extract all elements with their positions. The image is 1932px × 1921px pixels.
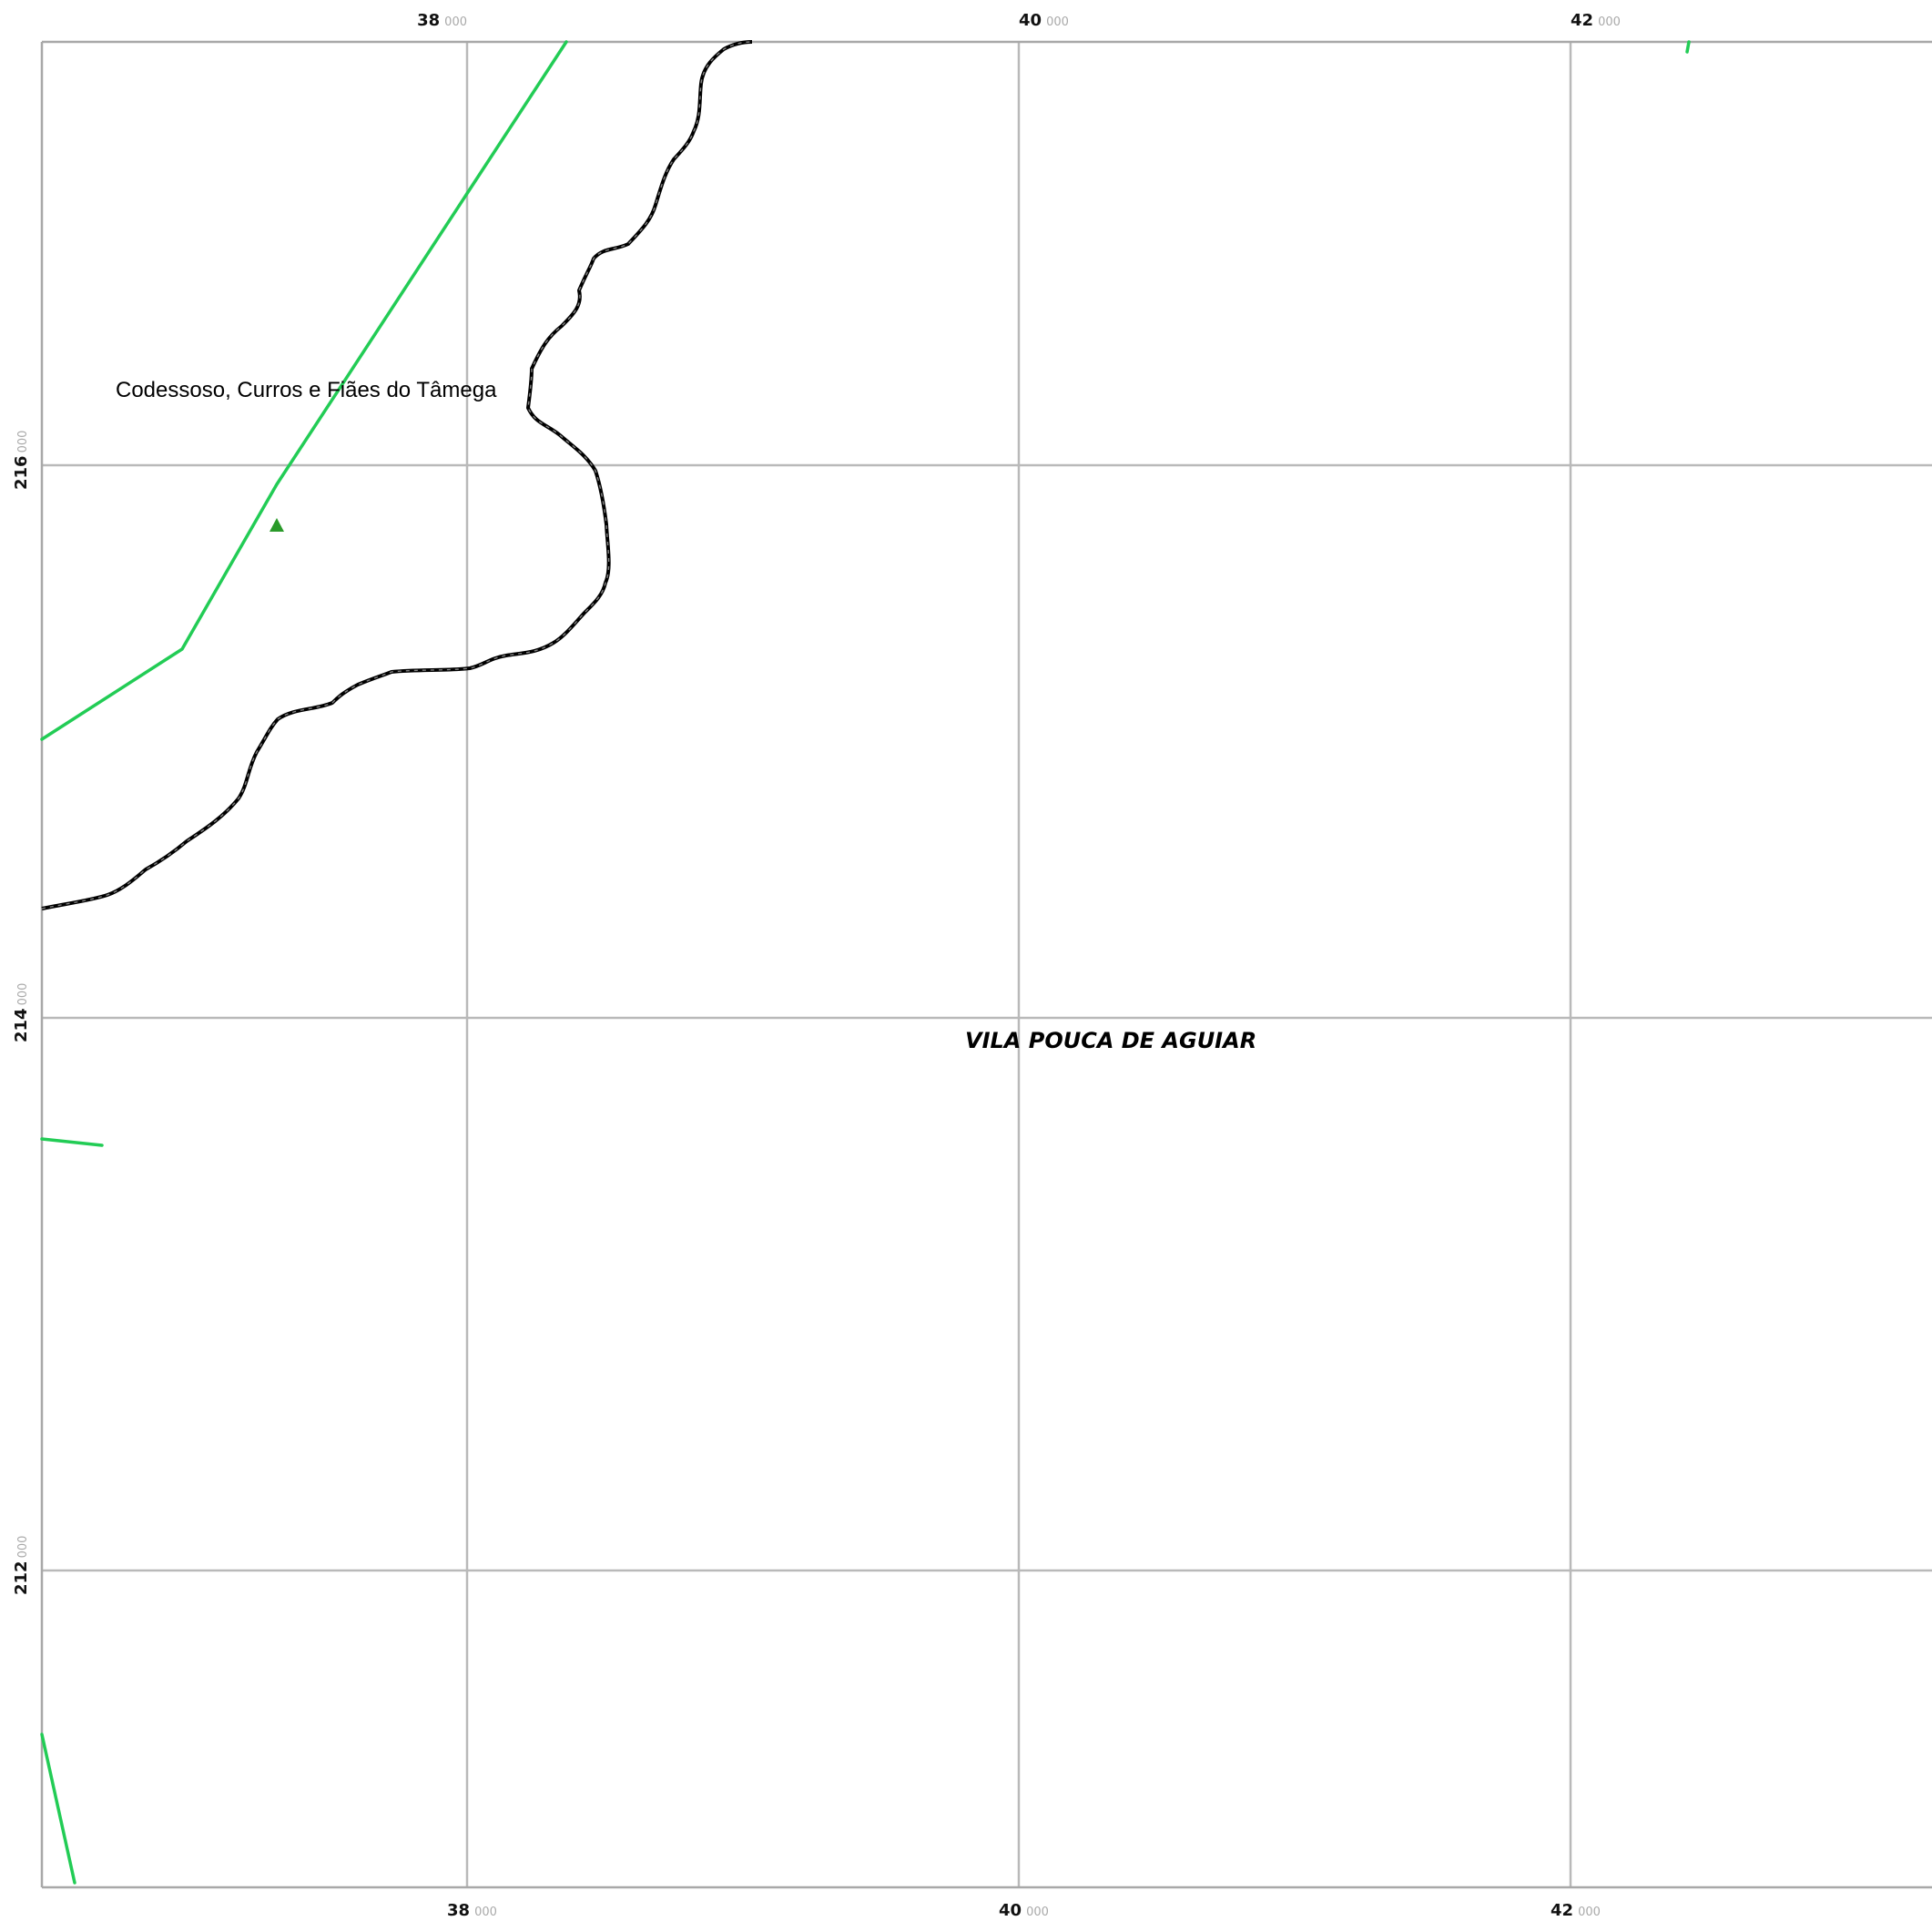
left-tick-label-212000: 212000 [12,1536,31,1595]
triangle-marker-icon[interactable] [269,518,284,532]
map-frame [40,40,1932,1889]
road-line-top-right [1685,40,1691,54]
top-tick-label-42000: 42 000 [1571,11,1621,30]
grid-lines [42,42,1932,1887]
bottom-tick-label-40000: 40 000 [999,1901,1049,1920]
left-tick-labels: 216000 214000 212000 [12,431,31,1595]
left-tick-label-214000: 214000 [12,983,31,1042]
bottom-tick-label-42000: 42 000 [1551,1901,1601,1920]
road-line-bottom-left [40,1733,76,1885]
road-lines [40,40,1691,1885]
left-tick-label-216000: 216000 [12,431,31,490]
top-tick-label-40000: 40 000 [1019,11,1069,30]
bottom-tick-labels: 38 000 40 000 42 000 [447,1901,1601,1920]
parish-label: Codessoso, Curros e Fiães do Tâmega [116,378,497,402]
municipality-label: VILA POUCA DE AGUIAR [965,1028,1256,1053]
bottom-tick-label-38000: 38 000 [447,1901,497,1920]
boundary-line [41,40,753,910]
top-tick-labels: 38 000 40 000 42 000 [417,11,1621,30]
boundary-line-dash [41,41,753,910]
road-line-left-stub [40,1137,104,1147]
road-line-main [40,40,568,741]
top-tick-label-38000: 38 000 [417,11,467,30]
municipal-boundary [41,40,753,910]
